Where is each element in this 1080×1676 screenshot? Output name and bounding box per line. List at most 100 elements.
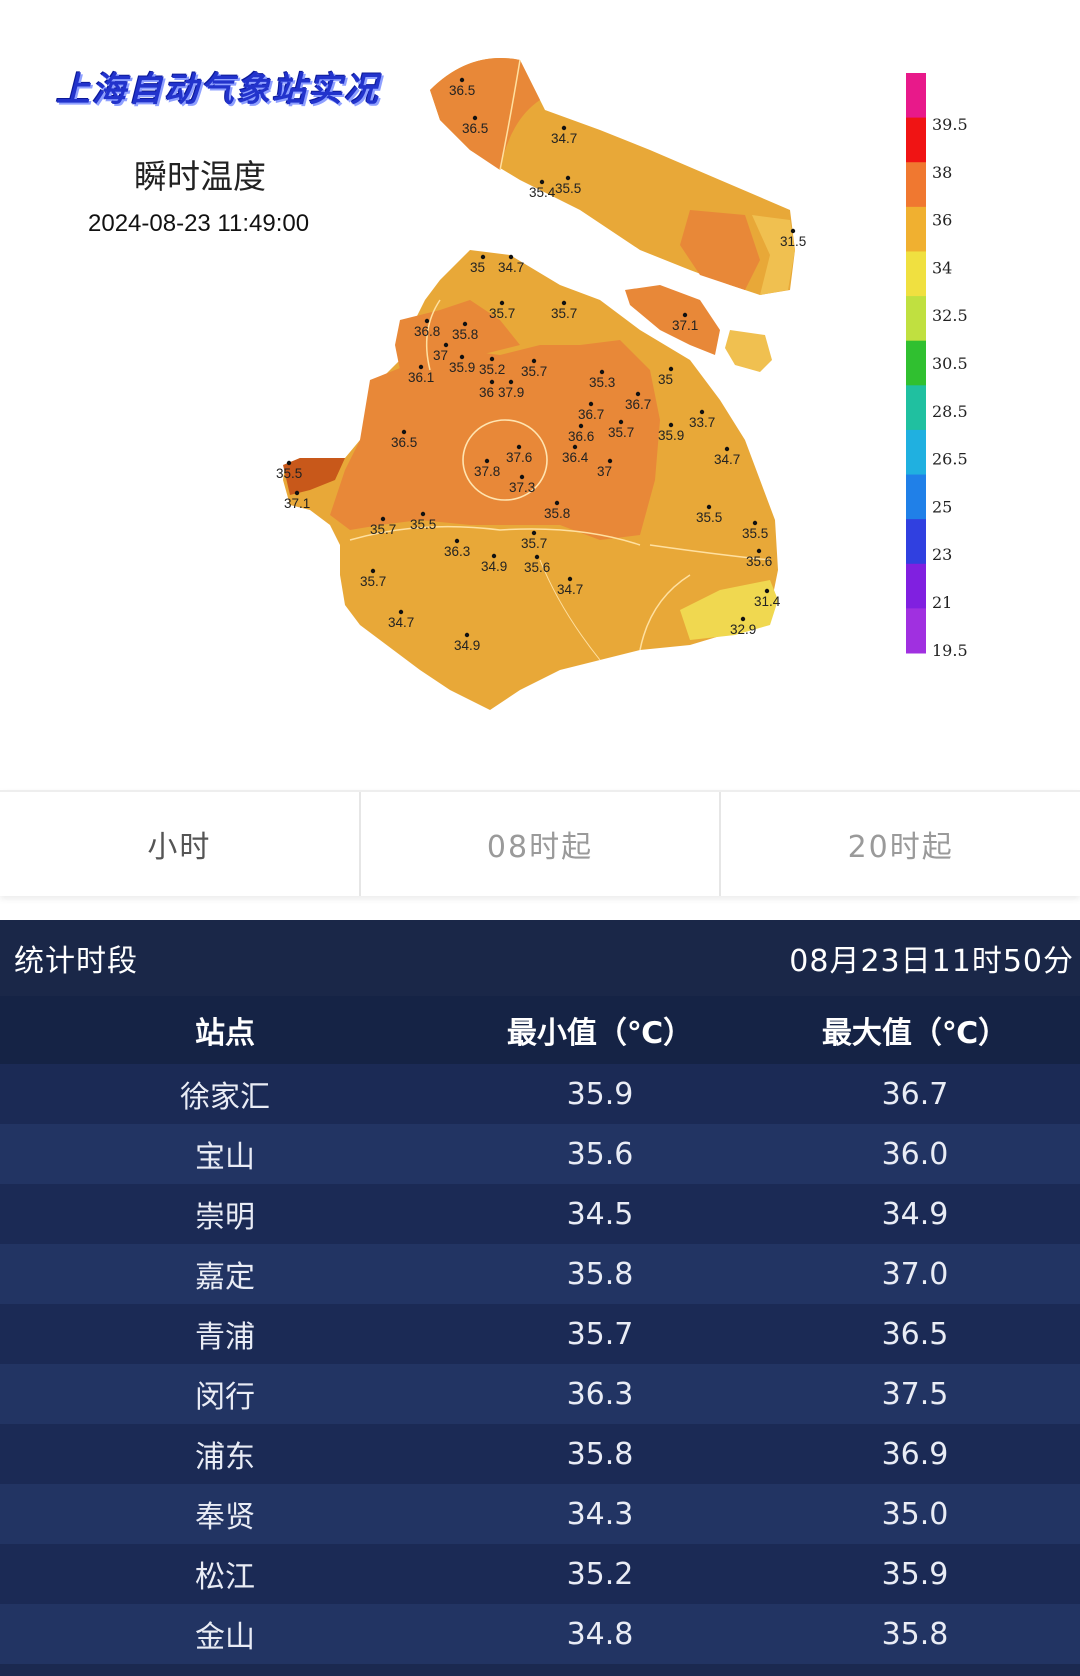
map-heading: 瞬时温度	[134, 157, 266, 196]
station-dot	[370, 568, 376, 574]
legend-swatch	[906, 206, 926, 252]
contour-line	[539, 559, 601, 661]
legend-swatch	[906, 429, 926, 476]
station-value-label: 36.1	[408, 370, 434, 385]
legend-label: 38	[932, 163, 952, 182]
station-name: 金山	[195, 1620, 255, 1655]
table-body: 徐家汇 35.9 36.7 宝山 35.6 36.0 崇明 34.5 34.9 嘉定 35.8…	[0, 1064, 1080, 1664]
legend-label: 19.5	[932, 641, 968, 660]
station-value-label: 35.5	[410, 517, 436, 532]
station-dot	[508, 379, 514, 385]
station-value-label: 34.7	[557, 582, 583, 597]
station-dot	[561, 125, 567, 131]
station-dot	[668, 366, 674, 372]
legend-swatch	[906, 474, 926, 520]
tab-hourly[interactable]: 小时	[0, 792, 361, 896]
tab-since-20[interactable]: 20时起	[847, 830, 954, 865]
station-value-label: 35.5	[276, 466, 302, 481]
station-dot	[491, 553, 497, 559]
hot-core	[330, 340, 660, 540]
station-value-label: 34.7	[498, 260, 524, 275]
legend-swatch	[906, 608, 926, 654]
station-value-label: 37.1	[672, 318, 698, 333]
station-labels: 36.536.534.735.4 35.531.535 34.735.7 35.737…	[276, 77, 806, 653]
station-dot	[756, 548, 762, 554]
min-value: 35.8	[566, 1436, 634, 1472]
hengsha-island	[725, 330, 772, 372]
max-value: 37.5	[881, 1376, 949, 1412]
station-dot	[534, 554, 540, 560]
station-value-label: 36.3	[444, 544, 470, 559]
station-value-label: 31.4	[754, 594, 781, 609]
station-value-label: 35.3	[589, 375, 615, 390]
station-dot	[699, 409, 705, 415]
station-value-label: 35.7	[521, 364, 547, 379]
max-value: 34.9	[881, 1196, 949, 1232]
station-value-label: 34.9	[454, 638, 480, 653]
max-value: 36.7	[881, 1076, 949, 1112]
west-tip	[283, 458, 345, 495]
station-name: 青浦	[195, 1320, 255, 1355]
station-dot	[464, 632, 470, 638]
max-value: 36.0	[881, 1136, 949, 1172]
station-value-label: 34.7	[551, 131, 577, 146]
min-value: 35.2	[566, 1556, 634, 1592]
station-name: 奉贤	[195, 1500, 255, 1535]
station-dot	[380, 516, 386, 522]
table-row: 青浦 35.7 36.5	[0, 1304, 1080, 1364]
legend-swatch	[906, 251, 926, 297]
station-dot	[499, 300, 505, 306]
legend-label: 34	[932, 258, 952, 277]
stats-period-label: 统计时段	[14, 944, 138, 979]
station-dot	[561, 300, 567, 306]
stats-table: 统计时段 08月23日11时50分 站点 最小值（℃） 最大值（℃） 徐家汇 35…	[0, 920, 1080, 1676]
stats-header: 统计时段 08月23日11时50分	[0, 920, 1080, 996]
color-legend-bar	[906, 73, 926, 654]
station-value-label: 36.7	[578, 407, 604, 422]
station-value-label: 37.8	[474, 464, 500, 479]
station-value-label: 37.1	[284, 496, 310, 511]
table-row: 崇明 34.5 34.9	[0, 1184, 1080, 1244]
time-range-tabs: 小时 08时起 20时起	[0, 790, 1080, 896]
core-contour	[462, 419, 548, 501]
station-dot	[294, 490, 300, 496]
max-value: 36.5	[881, 1316, 949, 1352]
station-name: 徐家汇	[180, 1080, 270, 1115]
station-dot	[454, 538, 460, 544]
stats-period-value: 08月23日11时50分	[789, 944, 1074, 979]
station-dot	[539, 179, 545, 185]
station-dot	[706, 504, 712, 510]
legend-label: 25	[932, 497, 952, 516]
min-value: 35.6	[566, 1136, 634, 1172]
max-value: 37.0	[881, 1256, 949, 1292]
station-dot	[682, 312, 688, 318]
station-value-label: 36.5	[391, 435, 417, 450]
station-value-label: 37.9	[498, 385, 524, 400]
tab-since-08[interactable]: 08时起	[361, 792, 722, 896]
max-value: 35.8	[881, 1616, 949, 1652]
station-value-label: 35.5	[742, 526, 768, 541]
station-dot	[668, 422, 674, 428]
station-name: 浦东	[195, 1440, 255, 1475]
station-dot	[420, 511, 426, 517]
max-value: 35.0	[881, 1496, 949, 1532]
station-value-label: 35	[658, 372, 673, 387]
station-dot	[531, 358, 537, 364]
station-dot	[554, 500, 560, 506]
station-dot	[635, 391, 641, 397]
station-value-label: 36.5	[462, 121, 488, 136]
legend-swatch	[906, 563, 926, 609]
legend-label: 30.5	[932, 354, 968, 373]
station-dot	[531, 530, 537, 536]
contour-line	[639, 574, 691, 651]
legend-swatch	[906, 162, 926, 208]
station-value-label: 35.6	[746, 554, 772, 569]
station-value-label: 35.7	[551, 306, 577, 321]
station-value-label: 35.7	[521, 536, 547, 551]
min-value: 36.3	[566, 1376, 634, 1412]
station-dot	[401, 429, 407, 435]
station-value-label: 34.7	[714, 452, 740, 467]
station-value-label: 31.5	[780, 234, 806, 249]
station-value-label: 35.8	[544, 506, 570, 521]
min-value: 35.7	[566, 1316, 634, 1352]
